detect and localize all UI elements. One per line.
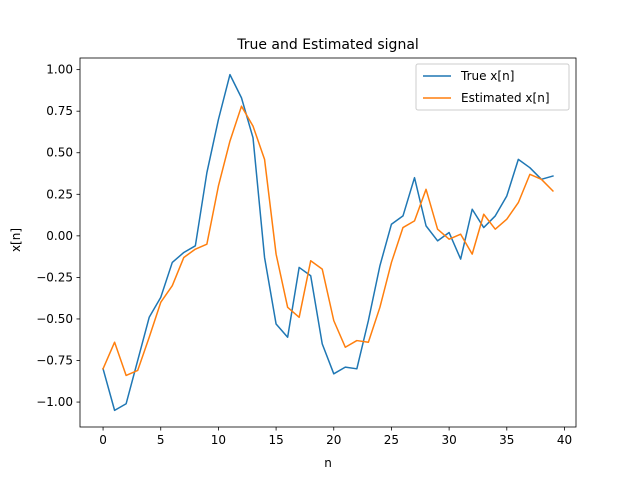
legend-box <box>415 63 570 111</box>
x-tick-label: 0 <box>99 433 107 447</box>
series-line-true <box>102 73 554 412</box>
y-tick-label: 0.50 <box>46 146 73 160</box>
y-axis-label: x[n] <box>9 228 23 252</box>
y-tick-label: −0.25 <box>36 270 73 284</box>
y-tick-label: −1.00 <box>36 395 73 409</box>
y-tick-label: −0.50 <box>36 312 73 326</box>
axes-layer: 0 5 10 15 20 25 30 35 40 −1.00 −0.75 −0.50 −0.25 0.00… <box>36 57 577 447</box>
x-axis-label: n <box>324 456 332 470</box>
y-tick-label: 1.00 <box>46 63 73 77</box>
plot-layer <box>102 73 554 412</box>
legend: True x[n] Estimated x[n] <box>415 63 570 111</box>
x-tick-label: 30 <box>441 433 456 447</box>
series-line-estimated <box>102 105 554 377</box>
chart-title: True and Estimated signal <box>236 37 419 53</box>
y-tick-label: 0.00 <box>46 229 73 243</box>
legend-label: True x[n] <box>460 69 514 83</box>
x-tick-label: 10 <box>211 433 226 447</box>
x-tick-label: 40 <box>557 433 572 447</box>
x-tick-label: 35 <box>499 433 514 447</box>
axes-frame <box>79 57 577 428</box>
x-tick-label: 20 <box>326 433 341 447</box>
y-tick-label: −0.75 <box>36 354 73 368</box>
legend-label: Estimated x[n] <box>461 91 550 105</box>
x-tick-label: 15 <box>268 433 283 447</box>
x-tick-label: 5 <box>157 433 165 447</box>
x-tick-label: 25 <box>384 433 399 447</box>
y-tick-label: 0.75 <box>46 104 73 118</box>
y-tick-label: 0.25 <box>46 187 73 201</box>
